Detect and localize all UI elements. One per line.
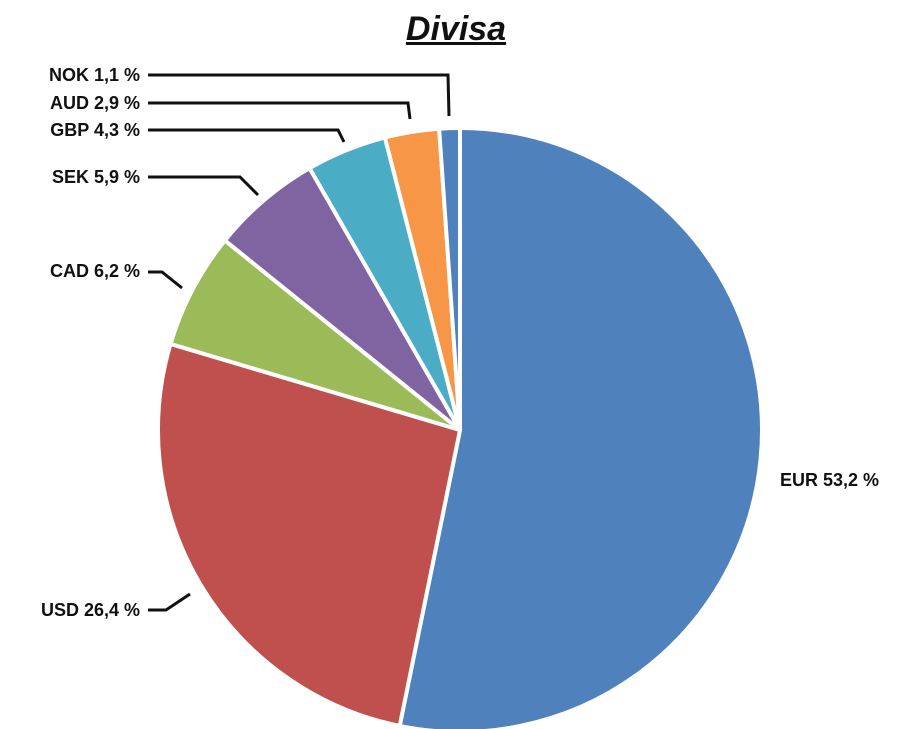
leader-line-cad [148, 270, 183, 290]
pie-slice-cad [168, 237, 462, 432]
slice-label-aud: AUD 2,9 % [50, 93, 140, 113]
chart-title: Divisa [405, 10, 507, 48]
pie-slices [156, 125, 764, 729]
leader-line-nok [148, 73, 451, 117]
pie-slice-eur [397, 125, 764, 729]
leader-lines [148, 73, 451, 612]
slice-label-gbp: GBP 4,3 % [50, 120, 140, 140]
pie-slice-nok [437, 125, 462, 431]
leader-line-usd [148, 592, 191, 612]
leader-line-aud [148, 101, 412, 120]
slice-label-eur: EUR 53,2 % [780, 470, 879, 490]
slice-label-sek: SEK 5,9 % [52, 167, 140, 187]
slice-label-cad: CAD 6,2 % [50, 261, 140, 281]
slice-label-nok: NOK 1,1 % [49, 65, 140, 85]
leader-line-gbp [148, 128, 346, 143]
leader-line-sek [148, 175, 260, 197]
slice-label-usd: USD 26,4 % [41, 600, 140, 620]
slice-labels: EUR 53,2 % USD 26,4 % CAD 6,2 % SEK 5,9 % GB… [41, 65, 879, 620]
pie-slice-usd [156, 341, 463, 729]
